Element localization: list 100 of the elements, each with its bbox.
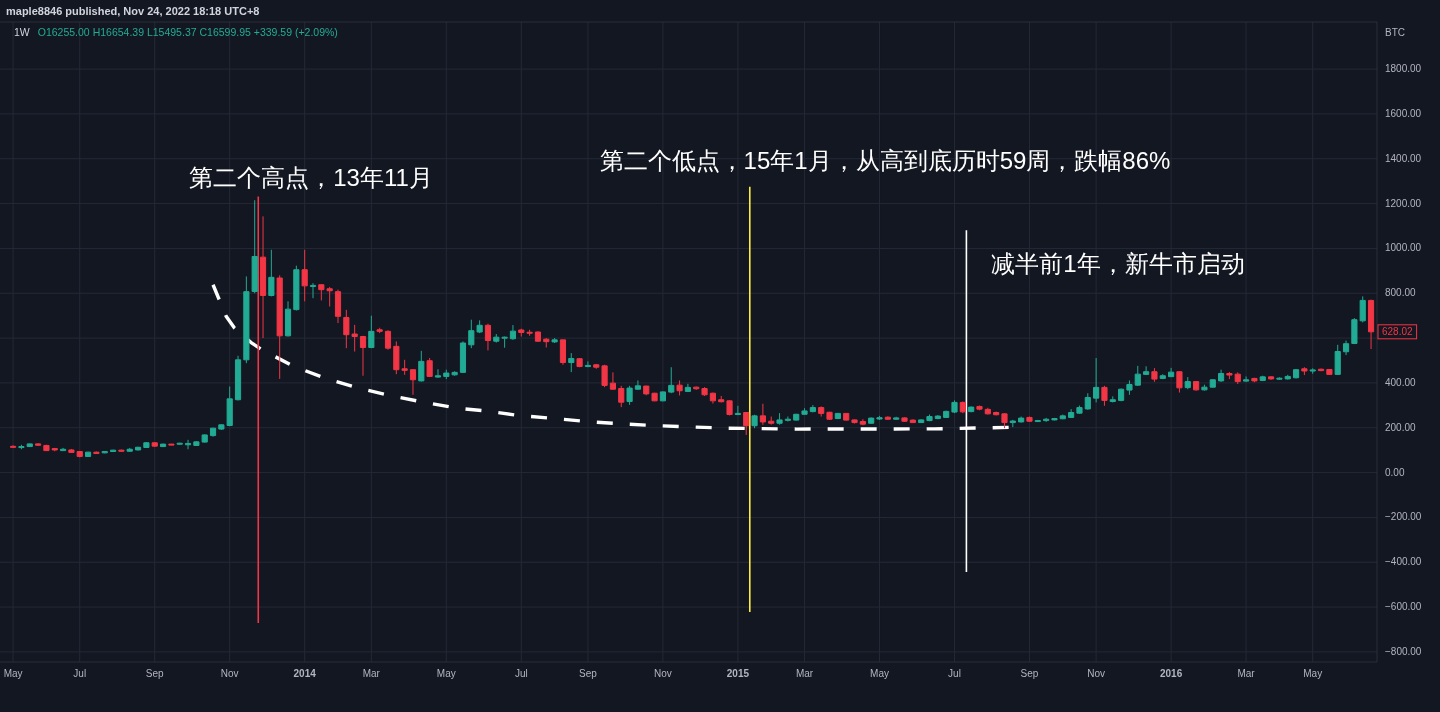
candlestick — [818, 405, 825, 418]
candlestick — [35, 442, 42, 447]
candlestick — [809, 404, 816, 413]
candlestick — [1034, 419, 1041, 423]
candlestick — [134, 446, 142, 451]
candlestick — [1184, 376, 1191, 390]
candlestick — [1276, 376, 1283, 381]
candlestick — [1018, 416, 1025, 424]
candlestick — [1259, 375, 1266, 382]
candlestick — [834, 412, 841, 420]
candlestick — [60, 447, 67, 452]
y-tick-label: 200.00 — [1385, 421, 1417, 433]
candlestick — [1201, 384, 1208, 392]
candlestick — [934, 414, 941, 420]
candlestick — [18, 444, 25, 450]
candlestick — [1234, 371, 1241, 385]
x-tick-label: Sep — [1020, 667, 1039, 679]
x-tick-label: Jul — [948, 667, 961, 679]
x-tick-label: 2016 — [1159, 667, 1183, 679]
candlestick — [576, 357, 583, 368]
candlestick — [209, 427, 217, 438]
x-tick-label: Nov — [654, 667, 672, 679]
candlestick — [84, 451, 92, 458]
candlestick — [51, 447, 58, 452]
candlestick — [93, 451, 100, 455]
candlestick — [801, 407, 808, 416]
value-label: 628.02 — [1377, 324, 1418, 340]
candlestick — [1251, 377, 1258, 383]
candlestick — [659, 390, 666, 402]
candlestick — [1176, 370, 1183, 394]
y-tick-label: −400.00 — [1385, 555, 1422, 567]
x-tick-label: May — [436, 667, 456, 679]
candlestick — [459, 340, 467, 374]
candlestick — [843, 412, 850, 422]
candlestick — [759, 403, 766, 426]
candlestick — [118, 448, 125, 453]
y-tick-label: 1400.00 — [1385, 152, 1422, 164]
candlestick — [709, 392, 716, 405]
candlestick — [534, 330, 542, 343]
candlestick — [559, 339, 567, 366]
candlestick — [268, 249, 275, 297]
y-tick-label: 1800.00 — [1385, 62, 1422, 74]
candlestick — [618, 385, 625, 408]
candlestick — [301, 249, 308, 302]
y-tick-label: 0.00 — [1385, 466, 1405, 478]
y-tick-label: −600.00 — [1385, 600, 1422, 612]
candlestick — [1334, 344, 1341, 376]
candlestick — [1009, 419, 1016, 428]
candlestick — [543, 337, 550, 348]
candlestick — [426, 357, 433, 378]
x-tick-label: Jul — [73, 667, 87, 679]
candlestick — [1151, 367, 1158, 383]
candlestick — [684, 383, 691, 393]
candlestick — [793, 413, 800, 422]
candlestick — [509, 324, 517, 341]
candlestick — [1159, 373, 1166, 380]
x-tick-label: Jul — [514, 667, 528, 679]
x-tick-label: 2014 — [293, 667, 317, 679]
candlestick — [384, 329, 392, 351]
candlestick — [893, 416, 900, 421]
candlestick — [1059, 414, 1066, 420]
candlestick — [176, 442, 183, 446]
candlestick — [1193, 380, 1200, 392]
candlestick — [234, 355, 242, 401]
candlestick — [418, 350, 425, 383]
y-tick-label: 1600.00 — [1385, 107, 1422, 119]
candlestick — [609, 371, 617, 391]
candlestick — [951, 399, 958, 414]
candlestick — [1267, 375, 1275, 381]
candlestick — [1118, 388, 1125, 402]
candlestick — [1051, 417, 1058, 421]
candlestick — [1284, 374, 1291, 381]
candlestick — [359, 335, 367, 377]
candlestick — [376, 327, 383, 334]
chart-title: 1W — [14, 25, 30, 38]
candlestick — [651, 392, 658, 402]
candlestick — [976, 405, 983, 411]
candlestick — [76, 450, 83, 458]
annotation: 第二个高点，13年11月 — [189, 163, 433, 191]
candlestick — [776, 412, 783, 426]
candlestick — [1134, 365, 1141, 387]
candlestick — [1218, 369, 1225, 383]
text: maple8846 published, Nov 24, 2022 18:18 UTC+8 — [6, 5, 260, 17]
x-tick-label: 2015 — [726, 667, 750, 679]
candlestick — [143, 441, 150, 449]
candlestick — [676, 379, 683, 396]
y-tick-label: 400.00 — [1385, 376, 1417, 388]
candlestick — [643, 385, 650, 396]
y-tick-label: 1000.00 — [1385, 242, 1422, 254]
candlestick — [726, 399, 733, 416]
candlestick — [1093, 357, 1100, 403]
candlestick — [368, 315, 375, 349]
candlestick — [993, 411, 1000, 416]
y-tick-label: 1200.00 — [1385, 197, 1422, 209]
candlestick — [26, 442, 33, 448]
candlestick — [1168, 367, 1175, 378]
candlestick — [159, 443, 167, 448]
candlestick — [434, 368, 442, 379]
x-tick-label: Sep — [145, 667, 165, 679]
candlestick — [701, 386, 708, 397]
